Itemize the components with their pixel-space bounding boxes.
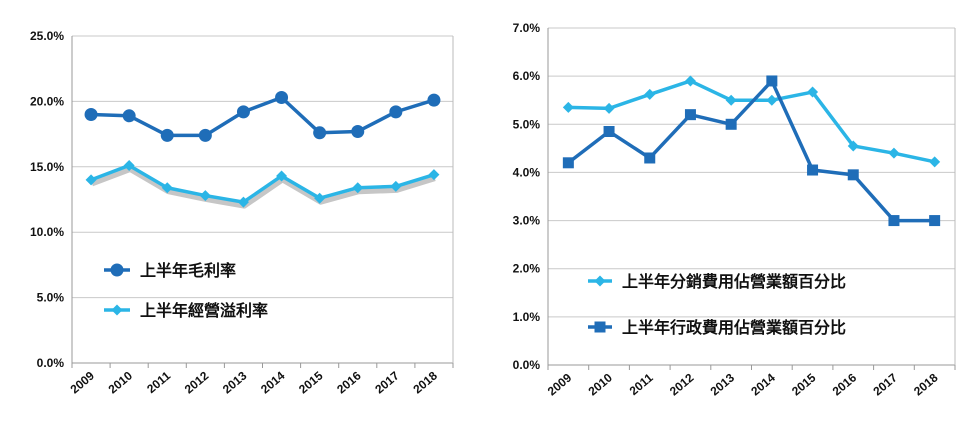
series-line <box>567 79 935 223</box>
legend-item: 上半年行政費用佔營業額百分比 <box>588 318 846 337</box>
x-tick-label: 2017 <box>870 370 900 398</box>
data-point <box>888 147 900 159</box>
data-point <box>160 128 174 142</box>
x-tick-label: 2010 <box>586 370 616 398</box>
x-tick-label: 2011 <box>144 368 173 396</box>
data-point <box>888 215 900 227</box>
legend-item: 上半年分銷費用佔營業額百分比 <box>588 272 846 291</box>
data-point <box>766 94 778 106</box>
series-line <box>568 79 936 164</box>
data-point <box>122 109 136 123</box>
y-tick-label: 20.0% <box>30 94 64 108</box>
legend-label: 上半年毛利率 <box>140 261 236 280</box>
series-0-1 <box>85 159 440 209</box>
data-point <box>603 126 615 138</box>
series-shadow <box>91 166 436 209</box>
data-point <box>684 109 696 121</box>
data-point <box>161 182 173 194</box>
left-chart-margin-rates: 0.0% 5.0% 10.0% 15.0% 20.0% 25.0% 2009 2010 2011… <box>30 29 454 396</box>
y-tick-label: 5.0% <box>37 291 65 305</box>
data-point <box>562 157 574 169</box>
data-point <box>603 102 615 114</box>
data-point <box>123 159 135 171</box>
right-chart-expense-ratios: 0.0% 1.0% 2.0% 3.0% 4.0% 5.0% 6.0% 7.0% 2009 2010… <box>513 21 956 398</box>
y-tick-label: 0.0% <box>37 356 65 370</box>
x-tick-label: 2012 <box>667 370 697 398</box>
data-point <box>84 107 98 121</box>
x-tick-label: 2010 <box>106 368 136 396</box>
data-point <box>644 152 656 164</box>
data-point <box>198 128 212 142</box>
legend-label: 上半年分銷費用佔營業額百分比 <box>622 272 846 291</box>
data-point <box>847 140 859 152</box>
data-point <box>389 105 403 119</box>
y-tick-label: 25.0% <box>30 29 64 43</box>
data-point <box>199 190 211 202</box>
x-tick-label: 2013 <box>220 368 250 396</box>
legend-swatch-marker <box>111 304 123 316</box>
data-point <box>766 75 778 87</box>
series-line <box>90 95 435 138</box>
x-tick-label: 2013 <box>708 370 738 398</box>
data-point <box>390 180 402 192</box>
x-tick-label: 2017 <box>372 368 402 396</box>
y-tick-label: 4.0% <box>513 165 541 179</box>
data-point <box>807 164 819 176</box>
x-tick-label: 2014 <box>748 370 778 398</box>
y-tick-label: 6.0% <box>513 69 541 83</box>
x-tick-label: 2011 <box>627 370 656 398</box>
data-point <box>276 170 288 182</box>
x-tick-label: 2009 <box>68 368 98 396</box>
legend-item: 上半年經營溢利率 <box>104 301 268 320</box>
data-point <box>725 118 737 130</box>
data-point <box>85 174 97 186</box>
y-tick-label: 15.0% <box>30 160 64 174</box>
x-tick-label: 2016 <box>334 368 364 396</box>
y-tick-label: 7.0% <box>513 21 541 35</box>
x-tick-label: 2016 <box>830 370 860 398</box>
data-point <box>562 101 574 113</box>
x-tick-label: 2015 <box>789 370 819 398</box>
legend-label: 上半年行政費用佔營業額百分比 <box>622 318 846 337</box>
y-tick-label: 2.0% <box>513 262 541 276</box>
data-point <box>684 75 696 87</box>
y-tick-label: 0.0% <box>513 358 541 372</box>
x-tick-label: 2014 <box>258 368 288 396</box>
data-point <box>929 156 941 168</box>
data-point <box>352 182 364 194</box>
series-1-1 <box>562 75 941 227</box>
data-point <box>847 169 859 181</box>
x-tick-label: 2012 <box>182 368 212 396</box>
series-1-0 <box>562 75 941 168</box>
y-tick-label: 5.0% <box>513 117 541 131</box>
data-point <box>725 94 737 106</box>
legend-swatch-marker <box>110 263 124 277</box>
legend-swatch-marker <box>594 275 606 287</box>
data-point <box>314 192 326 204</box>
data-point <box>427 93 441 107</box>
y-tick-label: 1.0% <box>513 310 541 324</box>
data-point <box>236 105 250 119</box>
data-point <box>313 126 327 140</box>
data-point <box>275 90 289 104</box>
y-tick-label: 3.0% <box>513 214 541 228</box>
y-tick-label: 10.0% <box>30 225 64 239</box>
data-point <box>807 86 819 98</box>
legend-label: 上半年經營溢利率 <box>140 301 268 320</box>
data-point <box>929 215 941 227</box>
x-tick-label: 2018 <box>410 368 440 396</box>
data-point <box>428 169 440 181</box>
legend-item: 上半年毛利率 <box>104 261 236 280</box>
data-point <box>237 196 249 208</box>
series-line <box>90 163 435 204</box>
legend-swatch-marker <box>594 321 606 333</box>
x-tick-label: 2018 <box>911 370 941 398</box>
x-tick-label: 2009 <box>545 370 575 398</box>
data-point <box>351 124 365 138</box>
series-0-0 <box>84 90 441 142</box>
x-tick-label: 2015 <box>296 368 326 396</box>
data-point <box>644 88 656 100</box>
